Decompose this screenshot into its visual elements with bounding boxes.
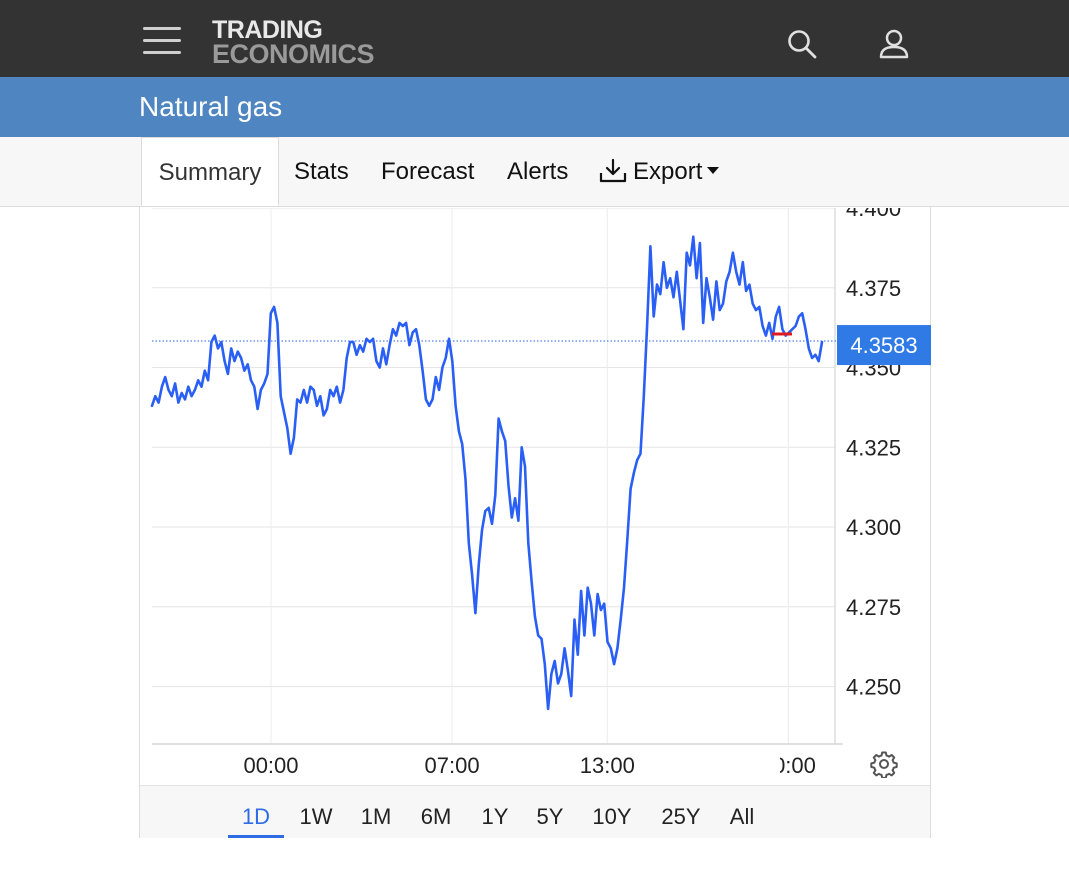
hamburger-menu-icon[interactable]: [143, 26, 181, 56]
logo-line-1: TRADING: [212, 16, 323, 44]
range-1w[interactable]: 1W: [299, 804, 333, 829]
last-price-label: 4.3583: [850, 333, 917, 358]
export-label: Export: [633, 158, 703, 185]
download-icon: [599, 158, 627, 182]
tab-bar: Summary Stats Forecast Alerts Export: [0, 137, 1069, 207]
y-tick-label: 4.400: [846, 196, 901, 221]
x-tick-label: 13:00: [580, 753, 635, 778]
y-tick-label: 4.325: [846, 435, 901, 460]
range-selector: 1D 1W 1M 6M 1Y 5Y 10Y 25Y All: [140, 785, 930, 838]
top-navbar: TRADING ECONOMICS: [0, 0, 1069, 77]
tab-export[interactable]: Export: [599, 137, 720, 206]
y-tick-label: 4.375: [846, 276, 901, 301]
caret-down-icon: [707, 167, 720, 175]
page-title: Natural gas: [139, 91, 283, 122]
range-all[interactable]: All: [729, 804, 755, 829]
range-10y[interactable]: 10Y: [592, 804, 632, 829]
range-6m[interactable]: 6M: [420, 804, 452, 829]
y-tick-label: 4.300: [846, 515, 901, 540]
range-25y[interactable]: 25Y: [661, 804, 701, 829]
tab-forecast[interactable]: Forecast: [381, 158, 475, 185]
tab-alerts[interactable]: Alerts: [507, 158, 569, 185]
x-tick-label: 20:00: [761, 753, 816, 778]
tab-summary[interactable]: Summary: [141, 137, 279, 206]
price-series-line: [150, 235, 824, 711]
gear-icon[interactable]: [870, 750, 898, 778]
x-tick-label: 00:00: [243, 753, 298, 778]
range-1d[interactable]: 1D: [228, 786, 284, 838]
range-5y[interactable]: 5Y: [536, 804, 564, 829]
range-1m[interactable]: 1M: [360, 804, 392, 829]
title-bar: Natural gas: [0, 77, 1069, 137]
last-price-badge: [837, 325, 931, 366]
user-icon[interactable]: [877, 27, 911, 61]
range-1y[interactable]: 1Y: [481, 804, 509, 829]
y-tick-label: 4.250: [846, 675, 901, 700]
site-logo[interactable]: TRADING ECONOMICS: [212, 16, 375, 69]
tab-stats[interactable]: Stats: [294, 158, 349, 185]
y-tick-label: 4.275: [846, 595, 901, 620]
search-icon[interactable]: [786, 28, 818, 60]
x-tick-label: 07:00: [425, 753, 480, 778]
logo-line-2: ECONOMICS: [212, 39, 375, 69]
